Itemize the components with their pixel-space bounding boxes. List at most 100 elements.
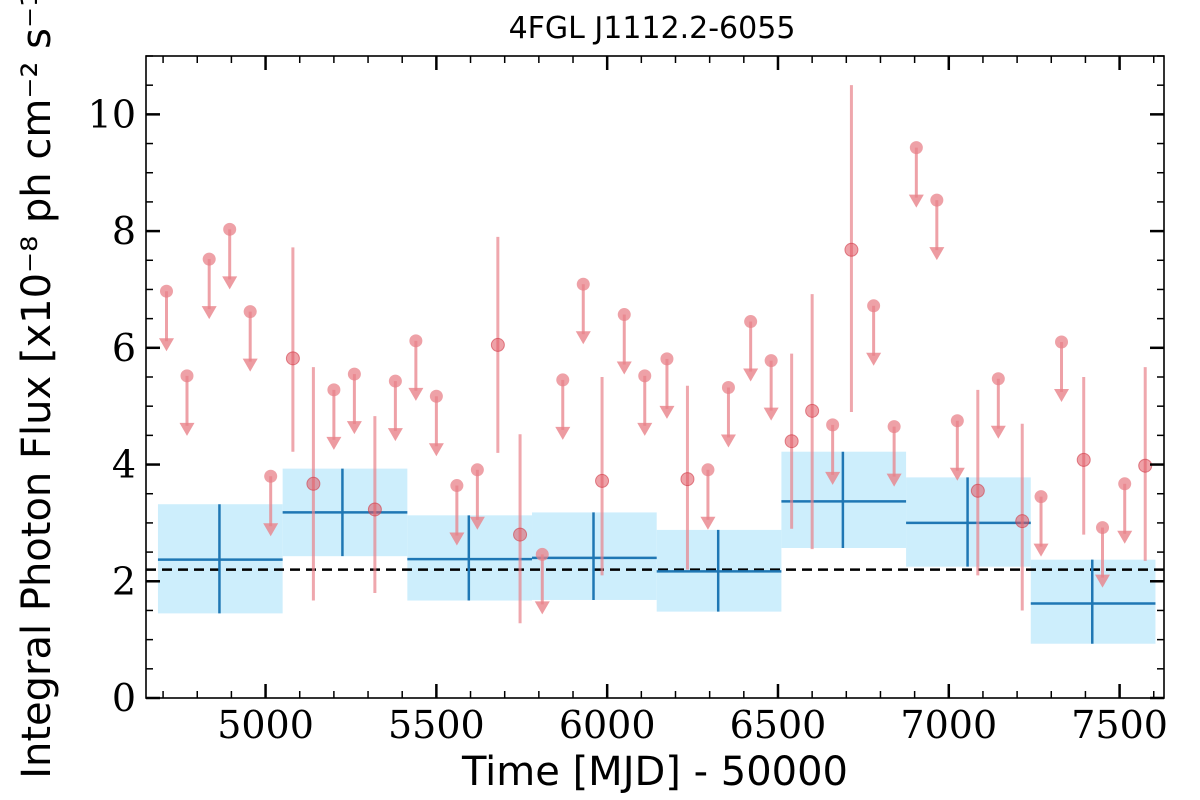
y-tick-label: 2 — [112, 559, 136, 603]
upper-limit-point — [450, 479, 464, 493]
upper-limit-arrow-head — [387, 428, 403, 442]
short-bin-point — [805, 403, 820, 418]
upper-limit-arrow-head — [659, 405, 675, 419]
upper-limit-point — [744, 315, 758, 329]
short-bin-point — [513, 527, 528, 542]
upper-limit-point — [638, 369, 652, 383]
upper-limit-point — [887, 420, 901, 434]
short-bin-point — [1015, 514, 1030, 529]
upper-limit-arrow-head — [743, 368, 759, 382]
y-axis-label: Integral Photon Flux [x10⁻⁸ ph cm⁻² s⁻¹] — [14, 0, 60, 779]
short-bin-point — [784, 434, 799, 449]
upper-limit-arrow-head — [1095, 574, 1111, 588]
upper-limit-arrow-head — [575, 331, 591, 345]
upper-limit-arrow-head — [263, 523, 279, 537]
upper-limit-point — [576, 277, 590, 291]
x-tick-label: 5500 — [388, 703, 485, 747]
short-bin-point — [1076, 452, 1091, 467]
upper-limit-arrow-head — [1033, 543, 1049, 557]
upper-limit-point — [764, 354, 778, 368]
short-bin-point — [367, 502, 382, 517]
short-bin-point — [306, 476, 321, 491]
x-tick-label: 5000 — [217, 703, 314, 747]
upper-limit-arrow-head — [158, 338, 174, 352]
axis-ticks: 5000 5500 6000 6500 7000 7500 0 2 4 6 8 10 — [88, 55, 1168, 747]
short-bin-point — [285, 351, 300, 366]
x-tick-label: 7500 — [1071, 703, 1168, 747]
upper-limit-arrow-head — [1117, 530, 1133, 544]
short-bin-point — [595, 473, 610, 488]
y-tick-label: 4 — [112, 443, 136, 487]
upper-limit-arrow-head — [222, 276, 238, 290]
x-tick-label: 6500 — [730, 703, 827, 747]
upper-limit-arrow-head — [700, 516, 716, 530]
upper-limit-point — [1118, 477, 1132, 491]
y-tick-label: 6 — [112, 326, 136, 370]
upper-limit-point — [1034, 490, 1048, 504]
upper-limit-point — [243, 305, 257, 319]
plot-frame — [145, 55, 1165, 699]
short-bin-point — [1138, 458, 1153, 473]
x-tick-label: 6000 — [559, 703, 656, 747]
upper-limit-point — [470, 463, 484, 477]
upper-limit-point — [867, 299, 881, 313]
upper-limit-point — [180, 369, 194, 383]
upper-limit-arrow-head — [469, 516, 485, 530]
upper-limit-arrow-head — [929, 247, 945, 261]
upper-limit-point — [930, 193, 944, 207]
upper-limit-arrow-head — [990, 425, 1006, 439]
upper-limit-arrow-head — [242, 358, 258, 372]
upper-limit-point — [909, 141, 923, 155]
upper-limit-arrow-head — [346, 421, 362, 435]
upper-limit-point — [556, 373, 570, 387]
upper-limit-arrow-head — [449, 532, 465, 546]
upper-limit-point — [1096, 521, 1110, 535]
upper-limit-arrow-head — [616, 361, 632, 375]
upper-limit-point — [617, 308, 631, 322]
chart-title: 4FGL J1112.2-6055 — [509, 11, 796, 46]
y-tick-label: 10 — [88, 92, 136, 136]
upper-limit-point — [701, 463, 715, 477]
upper-limit-point — [535, 547, 549, 561]
upper-limit-point — [991, 372, 1005, 386]
upper-limit-arrow-head — [201, 306, 217, 320]
upper-limit-point — [1055, 335, 1069, 349]
upper-limit-point — [409, 334, 423, 348]
upper-limit-arrow-head — [886, 473, 902, 487]
upper-limit-arrow-head — [428, 443, 444, 457]
short-bin-point — [844, 242, 859, 257]
upper-limit-arrow-head — [534, 601, 550, 615]
upper-limit-arrow-head — [866, 352, 882, 366]
y-tick-label: 8 — [112, 209, 136, 253]
upper-limit-point — [202, 252, 216, 266]
upper-limit-point — [159, 284, 173, 298]
upper-limit-point — [660, 352, 674, 366]
upper-limit-arrow-head — [408, 387, 424, 401]
upper-limit-arrow-head — [637, 422, 653, 436]
plot-area — [146, 85, 1164, 644]
upper-limit-point — [429, 389, 443, 403]
upper-limit-point — [721, 381, 735, 395]
short-bin-point — [680, 472, 695, 487]
x-tick-label: 7000 — [900, 703, 997, 747]
upper-limit-point — [347, 367, 361, 381]
upper-limit-point — [264, 469, 278, 483]
y-tick-label: 0 — [112, 676, 136, 720]
upper-limit-arrow-head — [720, 434, 736, 448]
upper-limit-arrow-head — [763, 407, 779, 421]
x-axis-label: Time [MJD] - 50000 — [461, 749, 848, 795]
upper-limit-arrow-head — [555, 426, 571, 440]
upper-limit-arrow-head — [825, 471, 841, 485]
upper-limit-arrow-head — [908, 194, 924, 208]
upper-limit-point — [950, 414, 964, 428]
short-bin-point — [490, 337, 505, 352]
upper-limit-point — [388, 374, 402, 388]
upper-limit-arrow-head — [179, 422, 195, 436]
upper-limit-arrow-head — [949, 467, 965, 481]
upper-limit-point — [327, 383, 341, 397]
upper-limit-point — [826, 418, 840, 432]
upper-limit-point — [223, 222, 237, 236]
short-bin-point — [970, 483, 985, 498]
upper-limit-arrow-head — [1054, 388, 1070, 402]
